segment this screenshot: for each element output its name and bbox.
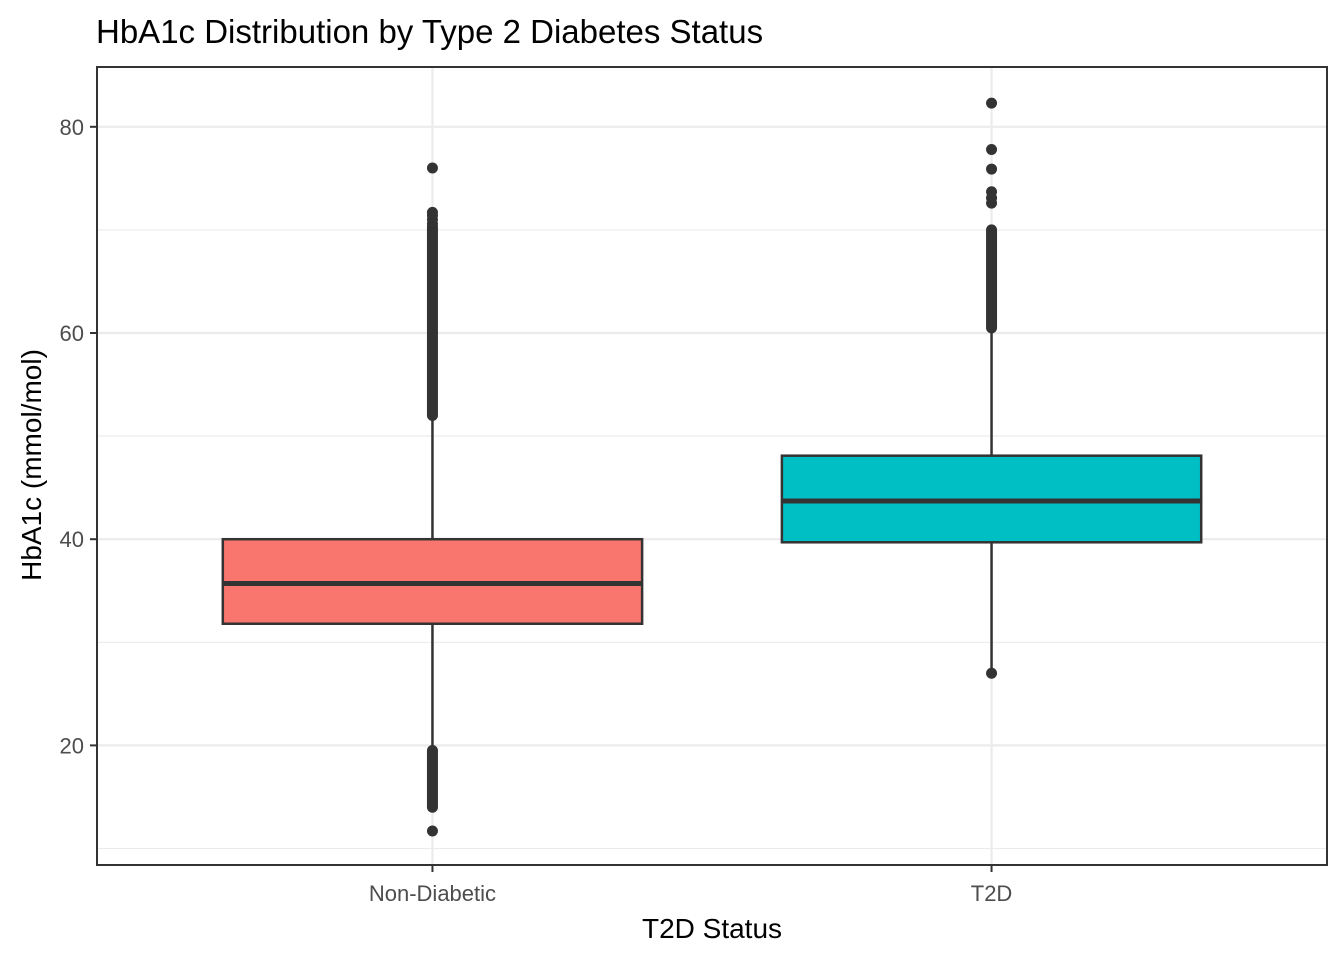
y-tick-label: 60 <box>60 321 84 346</box>
outlier-point <box>986 667 998 679</box>
axes: 20 40 60 80 Non-Diabetic T2D <box>60 115 1013 906</box>
box-group-non-diabetic <box>221 162 644 837</box>
x-tick-label: Non-Diabetic <box>369 881 496 906</box>
y-tick-label: 40 <box>60 527 84 552</box>
panel-border <box>96 66 1328 866</box>
box-layer <box>221 97 1203 837</box>
x-axis-title: T2D Status <box>642 913 782 944</box>
y-axis-title: HbA1c (mmol/mol) <box>16 349 47 581</box>
y-tick-label: 80 <box>60 115 84 140</box>
outlier-point <box>986 143 998 155</box>
outlier-point <box>426 162 438 174</box>
outlier-point <box>986 163 998 175</box>
outlier-point <box>986 197 998 209</box>
box-group-t2d <box>780 97 1203 679</box>
x-tick-label: T2D <box>971 881 1013 906</box>
chart-title: HbA1c Distribution by Type 2 Diabetes St… <box>96 13 763 50</box>
outlier-point <box>986 97 998 109</box>
y-tick-label: 20 <box>60 733 84 758</box>
outlier-point <box>426 218 438 230</box>
outlier-point <box>426 825 438 837</box>
